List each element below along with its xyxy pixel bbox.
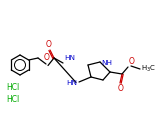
Text: HN: HN — [67, 80, 78, 86]
Text: O: O — [128, 57, 134, 66]
Text: HCl: HCl — [6, 84, 19, 93]
Text: HN: HN — [64, 55, 75, 61]
Text: H$_3$C: H$_3$C — [141, 63, 156, 74]
Text: O: O — [46, 40, 52, 49]
Text: O: O — [118, 84, 124, 93]
Text: HCl: HCl — [6, 96, 19, 105]
Text: NH: NH — [101, 60, 112, 66]
Text: O: O — [43, 54, 49, 63]
